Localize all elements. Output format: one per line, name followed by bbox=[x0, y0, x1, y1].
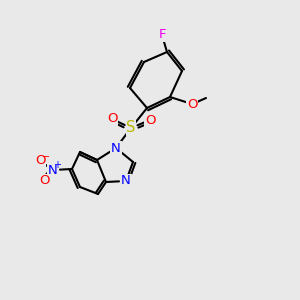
Text: +: + bbox=[53, 160, 61, 170]
Text: S: S bbox=[126, 121, 136, 136]
Text: O: O bbox=[145, 113, 155, 127]
Text: N: N bbox=[121, 175, 131, 188]
Text: −: − bbox=[42, 152, 50, 162]
Text: O: O bbox=[187, 98, 197, 110]
Text: F: F bbox=[158, 28, 166, 41]
Text: N: N bbox=[111, 142, 121, 154]
Text: N: N bbox=[48, 164, 58, 176]
Text: O: O bbox=[35, 154, 45, 167]
Text: O: O bbox=[39, 175, 49, 188]
Text: O: O bbox=[107, 112, 117, 125]
